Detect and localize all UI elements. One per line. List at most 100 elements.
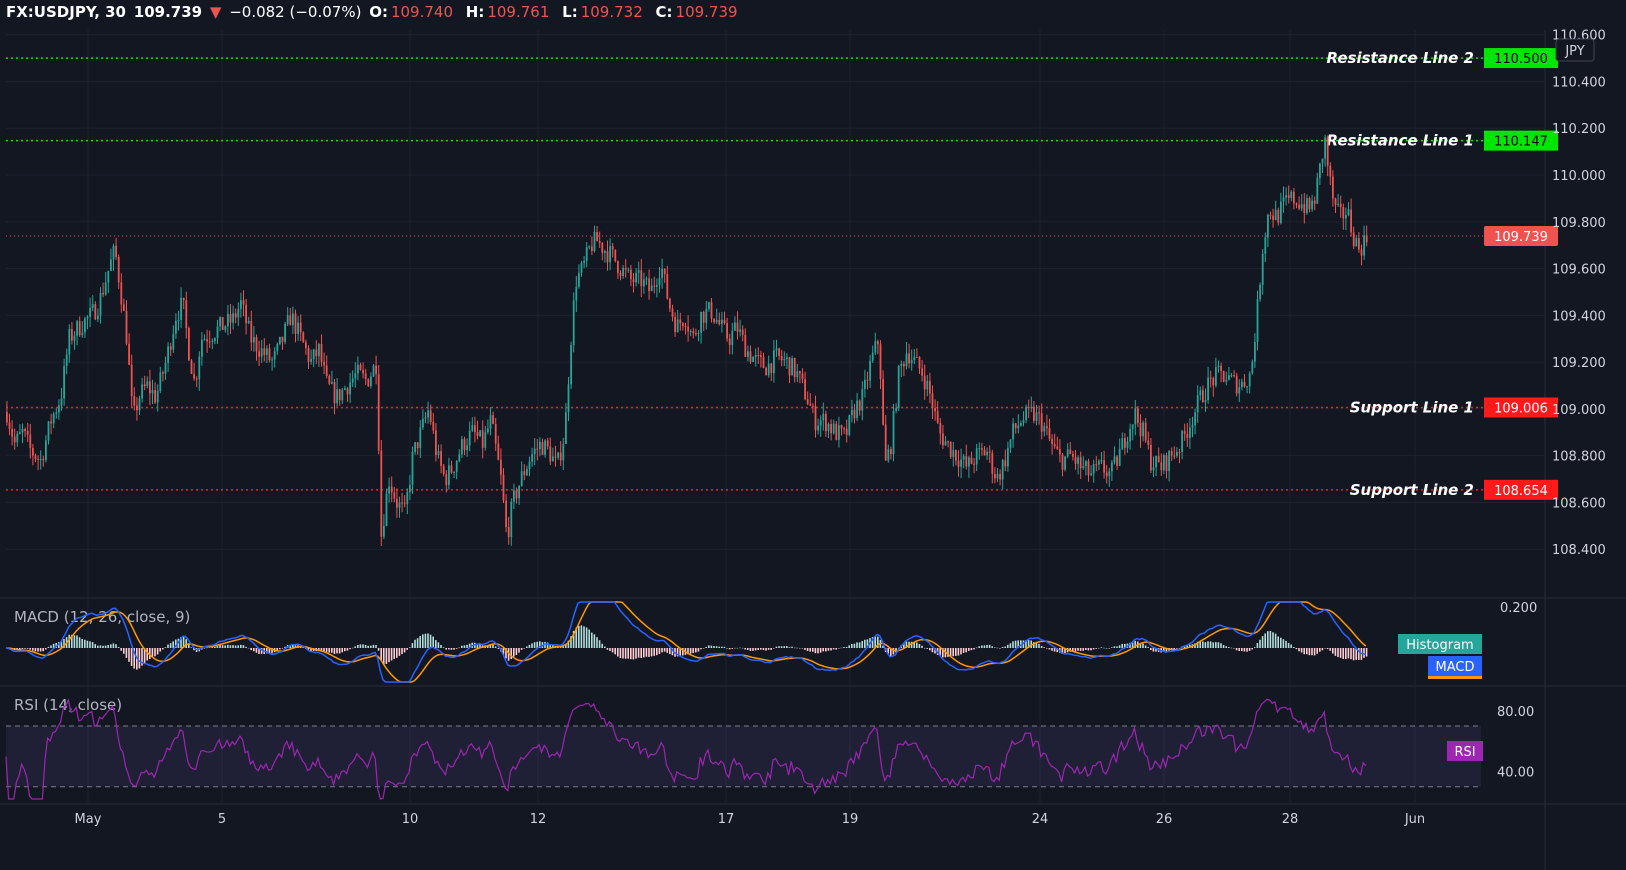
macd-histogram-bar — [1293, 647, 1295, 648]
symbol-label[interactable]: FX:USDJPY, 30 — [6, 3, 126, 21]
macd-histogram-bar — [864, 639, 866, 648]
macd-histogram-bar — [1280, 637, 1282, 648]
macd-histogram-bar — [978, 646, 980, 648]
candle-body — [507, 526, 510, 538]
candle-body — [294, 313, 297, 334]
macd-histogram-bar — [97, 645, 99, 648]
macd-histogram-bar — [593, 634, 596, 648]
price-axis[interactable]: 108.400 108.600 108.800 109.000 109.200 109.4… — [1552, 29, 1606, 559]
macd-histogram-bar — [253, 648, 255, 652]
macd-histogram-bar — [1334, 648, 1337, 656]
candle-body — [1204, 399, 1207, 403]
candle-body — [578, 272, 580, 287]
candle-body — [947, 441, 949, 443]
candle-body — [617, 261, 619, 273]
macd-histogram-bar — [986, 644, 988, 648]
candle-body — [536, 448, 539, 450]
macd-histogram-bar — [346, 648, 349, 651]
macd-histogram-bar — [1087, 648, 1090, 651]
macd-histogram-bar — [128, 648, 130, 662]
candle-body — [435, 430, 437, 455]
candle-body — [419, 427, 422, 449]
candle-body — [921, 368, 923, 376]
macd-histogram-bar — [325, 648, 328, 652]
candle-body — [258, 351, 260, 357]
candle-body — [895, 408, 897, 411]
macd-histogram-bar — [1046, 648, 1048, 649]
candle-body — [1118, 449, 1121, 466]
candle-body — [65, 354, 68, 367]
candle-body — [856, 400, 858, 419]
candle-body — [1056, 446, 1059, 450]
candle-body — [136, 405, 138, 411]
macd-histogram-bar — [1311, 648, 1313, 656]
candle-body — [1259, 284, 1261, 300]
macd-histogram-bar — [739, 647, 741, 649]
horizontal-lines[interactable]: Resistance Line 2 110.500 Resistance Line … — [6, 48, 1558, 500]
macd-histogram-bar — [518, 648, 520, 653]
candle-body — [531, 454, 533, 462]
macd-histogram-bar — [656, 648, 658, 656]
candle-body — [1027, 406, 1030, 408]
macd-histogram-bar — [1308, 648, 1311, 656]
macd-histogram-bar — [42, 648, 44, 652]
candle-body — [1009, 439, 1012, 448]
macd-histogram-bar — [1079, 648, 1082, 651]
candle-body — [1293, 191, 1295, 204]
candle-body — [1126, 441, 1129, 448]
candle-body — [229, 314, 232, 323]
candle-body — [793, 358, 796, 378]
candle-body — [606, 251, 609, 263]
candle-body — [1365, 235, 1368, 243]
macd-histogram-bar — [130, 648, 133, 667]
candle-body — [1350, 209, 1352, 233]
macd-histogram-bar — [123, 648, 125, 654]
macd-histogram-bar — [1027, 640, 1030, 648]
candle-body — [1170, 451, 1173, 456]
candles — [6, 134, 1368, 546]
candle-body — [427, 410, 429, 418]
macd-histogram-bar — [635, 648, 637, 659]
candle-body — [814, 406, 817, 431]
macd-histogram-bar — [1228, 647, 1230, 648]
macd-histogram-bar — [1017, 640, 1019, 648]
time-tick-label: 24 — [1032, 812, 1049, 827]
macd-histogram-bar — [1345, 648, 1347, 660]
candle-body — [1043, 426, 1046, 432]
macd-histogram-bar — [419, 635, 421, 648]
candle-body — [1324, 137, 1326, 159]
macd-histogram-bar — [86, 640, 89, 648]
macd-histogram-bar — [437, 642, 440, 648]
candle-body — [942, 433, 944, 446]
candle-body — [1046, 426, 1048, 429]
candle-body — [728, 338, 731, 345]
candle-body — [544, 440, 546, 455]
candle-body — [247, 321, 250, 324]
candle-body — [201, 339, 203, 357]
macd-histogram-bar — [367, 645, 369, 648]
candle-body — [388, 486, 390, 494]
macd-histogram-bar — [1116, 646, 1118, 648]
macd-histogram-bar — [861, 641, 863, 648]
candle-body — [684, 325, 687, 327]
macd-histogram-bar — [91, 642, 94, 648]
candle-body — [741, 329, 744, 335]
macd-histogram-bar — [146, 648, 148, 661]
macd-histogram-bar — [502, 648, 505, 655]
macd-histogram-bar — [619, 648, 622, 659]
candle-body — [1072, 453, 1074, 457]
candle-body — [1012, 423, 1014, 440]
macd-histogram-bar — [440, 644, 442, 648]
macd-histogram-bar — [570, 636, 572, 648]
candle-body — [1345, 215, 1347, 219]
candle-body — [1020, 423, 1022, 426]
high-value: 109.761 — [487, 3, 550, 21]
candle-body — [674, 316, 676, 333]
low-value: 109.732 — [580, 3, 643, 21]
histogram-badge-label: Histogram — [1406, 638, 1473, 653]
currency-button[interactable]: JPY — [1555, 38, 1595, 62]
candle-body — [806, 399, 809, 404]
time-axis[interactable]: May 5 10 12 17 19 24 26 28 Jun — [75, 812, 1426, 827]
